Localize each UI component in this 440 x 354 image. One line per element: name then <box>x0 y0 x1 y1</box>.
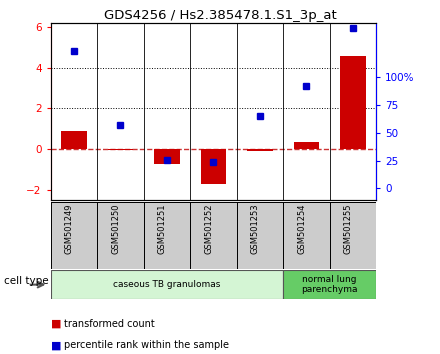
Bar <box>247 149 273 151</box>
Bar <box>237 202 283 269</box>
Text: GSM501252: GSM501252 <box>205 204 213 254</box>
Text: ■: ■ <box>51 340 61 350</box>
Bar <box>283 202 330 269</box>
Text: ■: ■ <box>51 319 61 329</box>
Text: GDS4256 / Hs2.385478.1.S1_3p_at: GDS4256 / Hs2.385478.1.S1_3p_at <box>104 9 336 22</box>
Bar <box>154 149 180 164</box>
Text: GSM501251: GSM501251 <box>158 204 167 254</box>
Bar <box>283 270 376 299</box>
Text: GSM501253: GSM501253 <box>251 204 260 255</box>
Text: percentile rank within the sample: percentile rank within the sample <box>64 340 229 350</box>
Bar <box>143 202 190 269</box>
Text: caseous TB granulomas: caseous TB granulomas <box>113 280 220 289</box>
Bar <box>97 202 143 269</box>
Text: GSM501249: GSM501249 <box>65 204 74 254</box>
Bar <box>108 149 133 150</box>
Text: GSM501254: GSM501254 <box>297 204 306 254</box>
Bar <box>330 202 376 269</box>
Bar <box>51 202 97 269</box>
Bar <box>293 142 319 149</box>
Bar <box>201 149 226 184</box>
Bar <box>190 202 237 269</box>
Text: GSM501255: GSM501255 <box>344 204 353 254</box>
Bar <box>61 131 87 149</box>
Bar <box>340 56 366 149</box>
Text: cell type: cell type <box>4 276 49 286</box>
Bar <box>51 270 283 299</box>
Text: normal lung
parenchyma: normal lung parenchyma <box>301 275 358 294</box>
Text: GSM501250: GSM501250 <box>111 204 121 254</box>
Text: transformed count: transformed count <box>64 319 154 329</box>
